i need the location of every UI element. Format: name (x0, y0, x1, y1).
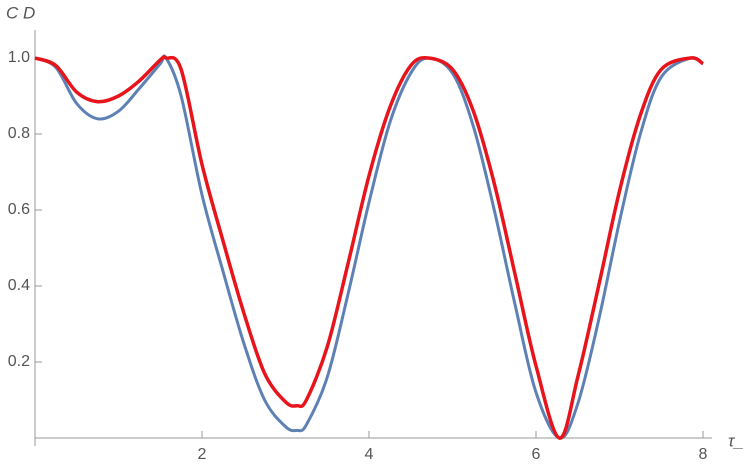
x-tick-label: 4 (365, 446, 374, 463)
y-tick-label: 1.0 (8, 49, 30, 66)
x-axis-label: τ_ (728, 431, 744, 450)
series-line (34, 55, 704, 440)
y-tick-label: 0.8 (8, 125, 30, 142)
y-axis-label: C D (6, 3, 35, 22)
x-tick-label: 8 (699, 446, 708, 463)
x-tick-label: 2 (198, 446, 207, 463)
y-tick-label: 0.4 (8, 277, 30, 294)
y-tick-label: 0.2 (8, 353, 30, 370)
x-tick-label: 6 (532, 446, 541, 463)
series-line (34, 54, 704, 440)
y-tick-label: 0.6 (8, 201, 30, 218)
